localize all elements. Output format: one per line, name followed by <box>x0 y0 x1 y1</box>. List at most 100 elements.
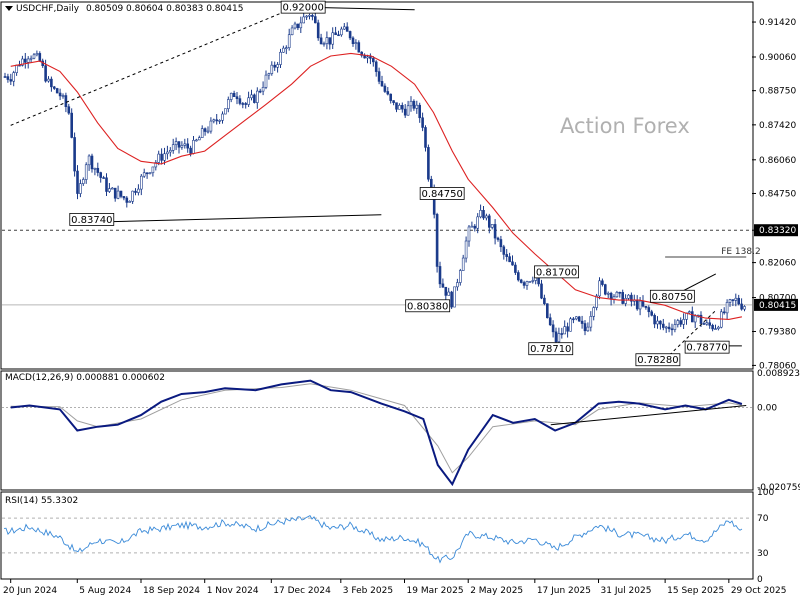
candle-body <box>688 311 691 314</box>
y-tick-label: 0.86060 <box>759 156 796 166</box>
candle-body <box>108 188 111 192</box>
candle-body <box>200 128 204 138</box>
candle-body <box>603 284 607 295</box>
candle-body <box>714 328 717 330</box>
candle-body <box>447 291 451 296</box>
candle-body <box>311 14 314 17</box>
candle-body <box>525 281 529 286</box>
candle-body <box>157 153 160 163</box>
price-label-text: 0.80380 <box>407 301 448 312</box>
candle-body <box>21 58 24 66</box>
price-label-text: 0.78280 <box>637 355 678 366</box>
candle-body <box>203 128 207 132</box>
candle-body <box>316 22 320 39</box>
candle-body <box>598 280 601 297</box>
candle-body <box>116 190 120 199</box>
x-tick-label: 31 Jul 2025 <box>601 586 652 596</box>
candle-body <box>708 322 712 326</box>
watermark-text: Action Forex <box>560 114 690 138</box>
candle-body <box>516 272 520 281</box>
candle-body <box>380 81 384 87</box>
candle-body <box>319 37 323 45</box>
candle-body <box>284 47 288 49</box>
candle-body <box>412 100 416 109</box>
price-label-text: 0.80750 <box>652 292 693 303</box>
candle-body <box>641 300 645 307</box>
candle-body <box>224 108 227 115</box>
candle-body <box>299 22 303 29</box>
candle-body <box>82 179 85 184</box>
candle-body <box>458 270 462 283</box>
candle-body <box>395 102 398 110</box>
rsi-panel-title: RSI(14) 55.3302 <box>5 496 79 506</box>
candle-body <box>35 53 39 56</box>
candle-body <box>638 300 642 310</box>
price-label-text: 0.78710 <box>530 344 571 355</box>
candle-body <box>659 320 662 325</box>
candle-body <box>215 119 218 122</box>
candle-body <box>403 108 407 116</box>
candle-body <box>682 319 685 325</box>
candle-body <box>142 172 146 177</box>
price-label-text: 0.83740 <box>71 215 112 226</box>
candle-body <box>253 94 256 103</box>
candle-body <box>627 294 630 299</box>
candle-body <box>73 137 76 172</box>
candle-body <box>270 64 274 74</box>
candle-body <box>305 15 308 18</box>
candle-body <box>340 28 343 36</box>
y-tick-label: 0.80700 <box>759 294 796 304</box>
price-label-box <box>635 353 681 367</box>
candle-body <box>279 51 282 65</box>
candle-body <box>453 286 456 308</box>
candle-body <box>601 280 604 285</box>
candle-body <box>450 291 453 308</box>
candle-body <box>264 74 268 88</box>
candle-body <box>482 210 485 219</box>
candle-body <box>389 93 393 101</box>
candle-body <box>418 104 422 119</box>
candle-body <box>470 225 474 228</box>
candle-body <box>267 73 271 76</box>
candle-body <box>218 120 221 122</box>
candle-body <box>357 42 361 53</box>
candle-body <box>70 112 73 138</box>
candle-body <box>435 214 439 267</box>
candle-body <box>485 215 488 219</box>
dropdown-triangle-icon[interactable] <box>5 6 13 11</box>
candle-body <box>717 326 720 329</box>
candle-body <box>32 54 36 59</box>
candle-body <box>50 78 53 88</box>
candle-body <box>673 324 677 330</box>
candle-body <box>650 311 654 316</box>
y-tick-label: 0.87420 <box>759 121 796 131</box>
candle-body <box>293 23 297 29</box>
candle-body <box>221 113 224 121</box>
candle-body <box>227 99 230 109</box>
candle-body <box>543 297 546 304</box>
candle-body <box>160 153 163 161</box>
candle-body <box>438 266 442 285</box>
candle-body <box>282 47 285 53</box>
candle-body <box>609 292 613 300</box>
price-label-box <box>684 340 730 354</box>
candle-body <box>554 331 558 343</box>
candle-body <box>624 298 627 304</box>
price-label-box <box>405 299 451 313</box>
candle-body <box>635 299 639 310</box>
candle-body <box>592 307 596 317</box>
candle-body <box>23 58 27 63</box>
candle-body <box>580 320 584 324</box>
candle-body <box>128 201 131 203</box>
candle-body <box>566 326 569 332</box>
candle-body <box>531 280 535 282</box>
candle-body <box>119 190 123 197</box>
price-label-box <box>419 187 465 200</box>
candle-body <box>189 147 192 154</box>
candle-body <box>96 167 100 173</box>
price-label-text: 0.78770 <box>686 343 727 354</box>
y-tick-label: 0.79380 <box>759 327 796 337</box>
candle-body <box>79 183 82 194</box>
candle-body <box>331 32 335 45</box>
candle-body <box>302 16 306 24</box>
